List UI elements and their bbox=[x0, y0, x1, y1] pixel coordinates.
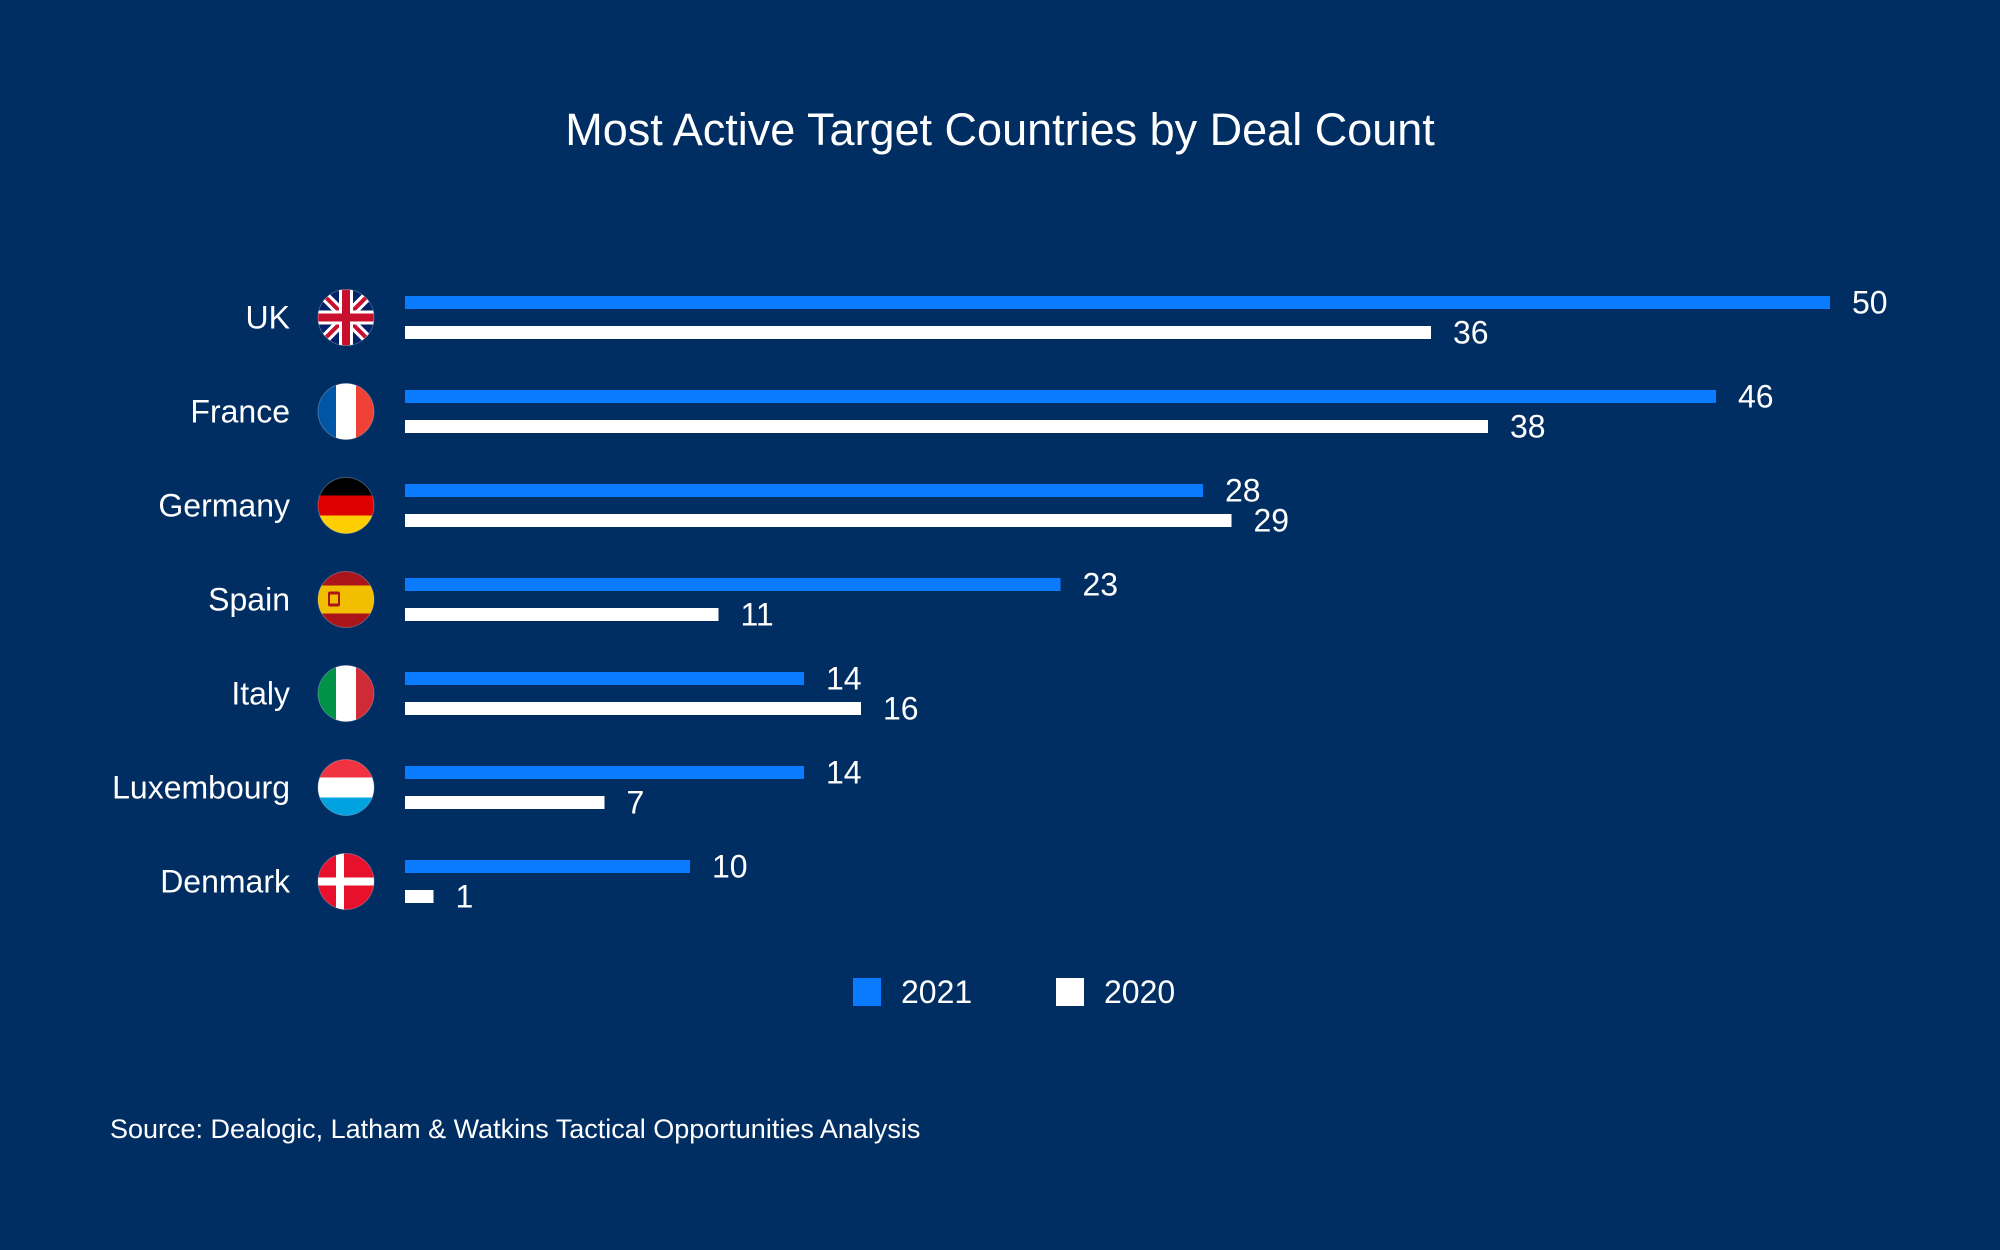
category-label: UK bbox=[246, 300, 290, 336]
category-label: Denmark bbox=[160, 864, 291, 900]
legend: 2021 2020 bbox=[853, 974, 1175, 1010]
value-label: 36 bbox=[1453, 315, 1489, 351]
category-label: Luxembourg bbox=[112, 770, 290, 806]
chart-title: Most Active Target Countries by Deal Cou… bbox=[565, 104, 1435, 155]
legend-label: 2020 bbox=[1104, 974, 1175, 1010]
legend-item-2021: 2021 bbox=[853, 974, 972, 1010]
value-label: 14 bbox=[826, 755, 862, 791]
bar-2020-spain bbox=[405, 608, 719, 621]
legend-swatch bbox=[853, 978, 881, 1006]
value-label: 11 bbox=[741, 597, 774, 633]
value-label: 10 bbox=[712, 849, 748, 885]
value-label: 14 bbox=[826, 661, 862, 697]
value-label: 29 bbox=[1254, 503, 1290, 539]
bar-2021-france bbox=[405, 390, 1716, 403]
bar-2021-uk bbox=[405, 296, 1830, 309]
bar-2020-germany bbox=[405, 514, 1232, 527]
uk-flag-icon bbox=[317, 289, 375, 346]
category-label: Italy bbox=[231, 676, 290, 712]
bar-2021-spain bbox=[405, 578, 1061, 591]
source-note: Source: Dealogic, Latham & Watkins Tacti… bbox=[110, 1114, 920, 1144]
bar-2020-luxembourg bbox=[405, 796, 605, 809]
luxembourg-flag-icon bbox=[317, 759, 375, 816]
legend-item-2020: 2020 bbox=[1056, 974, 1175, 1010]
denmark-flag-icon bbox=[317, 853, 375, 910]
bar-2021-germany bbox=[405, 484, 1203, 497]
value-label: 16 bbox=[883, 691, 919, 727]
bar-2021-denmark bbox=[405, 860, 690, 873]
france-flag-icon bbox=[317, 383, 375, 440]
category-group: UK France Germany Spain Italy Luxembourg Denma… bbox=[112, 289, 375, 910]
category-label: Germany bbox=[158, 488, 290, 524]
bar-2020-france bbox=[405, 420, 1488, 433]
legend-label: 2021 bbox=[901, 974, 972, 1010]
value-label: 46 bbox=[1738, 379, 1774, 415]
spain-flag-icon bbox=[317, 571, 375, 628]
value-label: 7 bbox=[627, 785, 645, 821]
germany-flag-icon bbox=[317, 477, 375, 534]
bar-2020-italy bbox=[405, 702, 861, 715]
bar-2020-uk bbox=[405, 326, 1431, 339]
value-label: 1 bbox=[456, 879, 474, 915]
italy-flag-icon bbox=[317, 665, 375, 722]
bar-2021-italy bbox=[405, 672, 804, 685]
category-label: France bbox=[190, 394, 290, 430]
value-label: 23 bbox=[1083, 567, 1119, 603]
category-label: Spain bbox=[208, 582, 290, 618]
bar-2020-denmark bbox=[405, 890, 434, 903]
legend-swatch bbox=[1056, 978, 1084, 1006]
value-label: 28 bbox=[1225, 473, 1261, 509]
value-label: 50 bbox=[1852, 285, 1888, 321]
value-label: 38 bbox=[1510, 409, 1546, 445]
bar-2021-luxembourg bbox=[405, 766, 804, 779]
